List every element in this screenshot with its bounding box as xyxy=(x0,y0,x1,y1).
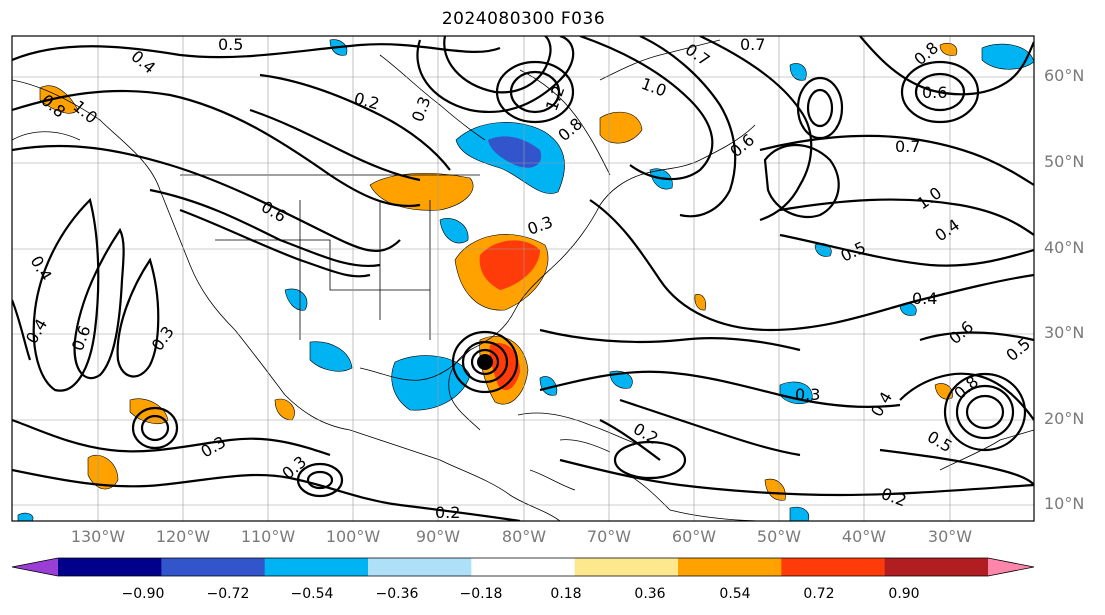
svg-text:0.6: 0.6 xyxy=(68,323,95,353)
lat-label: 10°N xyxy=(1044,494,1085,513)
svg-text:0.3: 0.3 xyxy=(148,323,178,355)
svg-text:0.7: 0.7 xyxy=(895,137,920,156)
lat-label: 60°N xyxy=(1044,66,1085,85)
map-title: 2024080300 F036 xyxy=(441,9,606,29)
lat-label: 30°N xyxy=(1044,323,1085,342)
svg-text:0.6: 0.6 xyxy=(922,83,947,102)
colorbar-bin xyxy=(884,558,989,576)
svg-text:0.4: 0.4 xyxy=(912,289,937,308)
svg-text:0.3: 0.3 xyxy=(795,385,820,404)
colorbar xyxy=(11,557,1035,577)
svg-text:0.7: 0.7 xyxy=(682,40,714,70)
colorbar-bin xyxy=(471,558,576,576)
colorbar-outline xyxy=(11,557,1035,577)
lon-label: 50°W xyxy=(756,527,802,546)
colorbar-tick-label: −0.54 xyxy=(290,586,334,602)
colorbar-tick-label: 0.54 xyxy=(719,586,751,602)
lon-label: 70°W xyxy=(586,527,632,546)
storm-center-marker xyxy=(477,354,493,370)
colorbar-bin xyxy=(574,558,679,576)
lat-label: 50°N xyxy=(1044,152,1085,171)
svg-text:0.4: 0.4 xyxy=(931,215,963,245)
contour-lines xyxy=(12,36,1034,521)
lon-label: 80°W xyxy=(501,527,547,546)
colorbar-tick-label: 0.90 xyxy=(888,586,920,602)
lon-label: 120°W xyxy=(155,527,211,546)
svg-text:0.7: 0.7 xyxy=(740,35,765,54)
svg-text:0.2: 0.2 xyxy=(879,484,909,511)
svg-text:0.2: 0.2 xyxy=(435,503,460,522)
coastlines xyxy=(12,39,1034,521)
svg-text:0.3: 0.3 xyxy=(198,432,230,461)
svg-text:0.2: 0.2 xyxy=(352,89,382,114)
svg-text:1.0: 1.0 xyxy=(69,97,101,128)
colorbar-tick-label: −0.18 xyxy=(459,586,503,602)
svg-text:0.8: 0.8 xyxy=(910,38,942,69)
svg-text:0.4: 0.4 xyxy=(22,315,51,347)
colorbar-tick-label: −0.72 xyxy=(206,586,250,602)
svg-text:0.6: 0.6 xyxy=(726,130,758,161)
colorbar-bin xyxy=(58,558,162,576)
lon-label: 100°W xyxy=(325,527,381,546)
lat-label: 40°N xyxy=(1044,238,1085,257)
lon-label: 30°W xyxy=(927,527,973,546)
colorbar-tick-label: −0.36 xyxy=(375,586,419,602)
colorbar-extend-max xyxy=(988,558,1034,576)
colorbar-extend-min xyxy=(12,558,58,576)
colorbar-tick-label: 0.18 xyxy=(550,586,582,602)
svg-text:0.3: 0.3 xyxy=(525,212,555,239)
lon-label: 60°W xyxy=(671,527,717,546)
lon-label: 40°W xyxy=(841,527,887,546)
map-frame xyxy=(11,35,1035,522)
colorbar-bin xyxy=(264,558,369,576)
svg-text:1.0: 1.0 xyxy=(913,183,945,213)
lon-label: 110°W xyxy=(240,527,296,546)
lon-label: 90°W xyxy=(415,527,461,546)
colorbar-tick-label: 0.72 xyxy=(803,586,835,602)
colorbar-bin xyxy=(161,558,266,576)
colorbar-tick-label: −0.90 xyxy=(121,586,165,602)
svg-text:0.3: 0.3 xyxy=(278,452,310,483)
shaded-regions xyxy=(17,39,1034,521)
lon-label: 130°W xyxy=(70,527,126,546)
svg-text:0.5: 0.5 xyxy=(218,35,243,54)
colorbar-bin xyxy=(781,558,886,576)
svg-text:1.2: 1.2 xyxy=(542,83,569,113)
colorbar-tick-label: 0.36 xyxy=(634,586,666,602)
lat-label: 20°N xyxy=(1044,409,1085,428)
svg-text:0.3: 0.3 xyxy=(408,94,435,124)
svg-text:0.8: 0.8 xyxy=(554,114,586,145)
colorbar-bin xyxy=(368,558,472,576)
colorbar-bin xyxy=(678,558,782,576)
svg-text:0.4: 0.4 xyxy=(867,388,896,420)
